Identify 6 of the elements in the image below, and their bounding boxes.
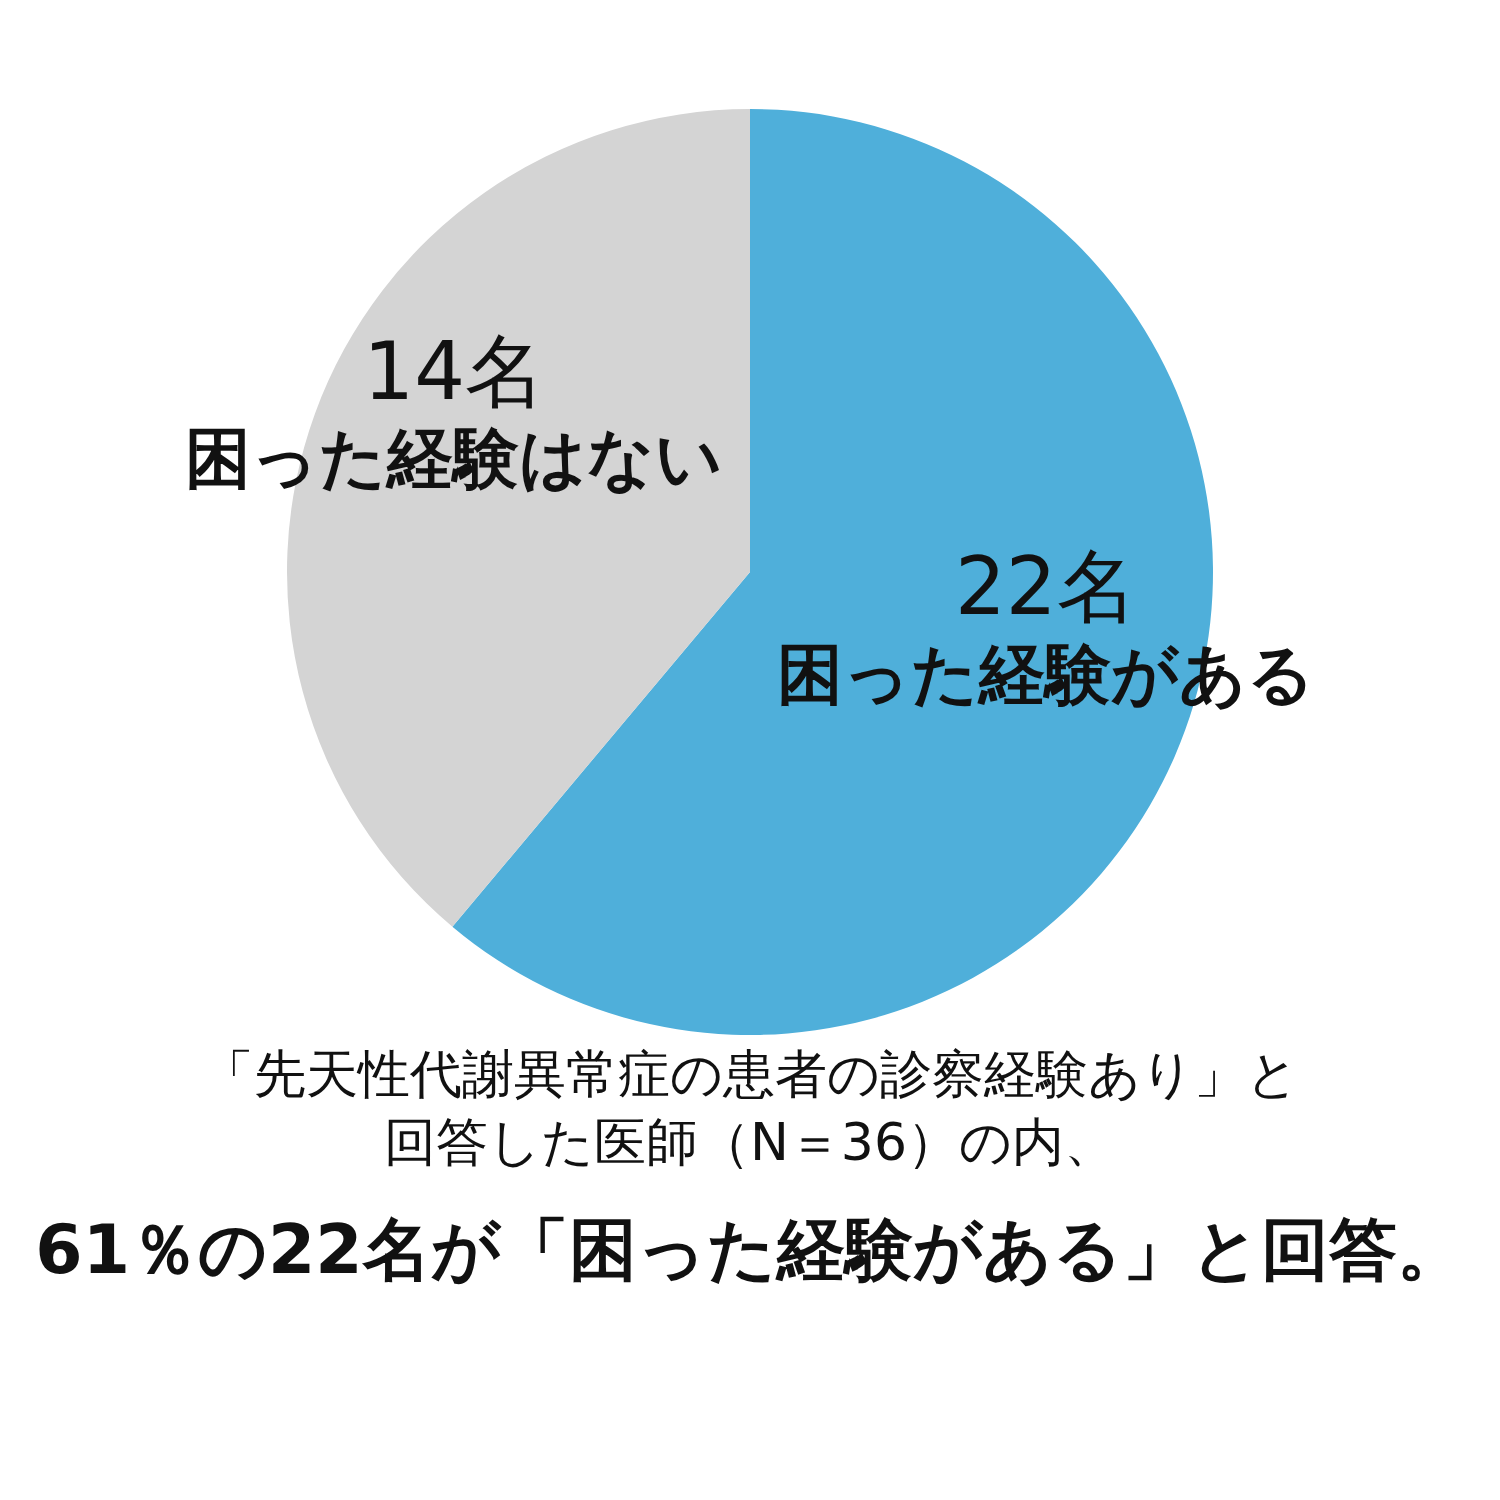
data-label: 14名	[363, 325, 546, 419]
text: 回答した医師（N＝36）の内、	[382, 1111, 1118, 1174]
slice-label: 困った経験はない	[185, 420, 724, 498]
text: 61％の22名が「困った経験がある」と回答。	[34, 1210, 1466, 1289]
text: 「先天性代謝異常症の患者の診察経験あり」と	[200, 1043, 1300, 1106]
data-label: 22名	[954, 540, 1137, 634]
